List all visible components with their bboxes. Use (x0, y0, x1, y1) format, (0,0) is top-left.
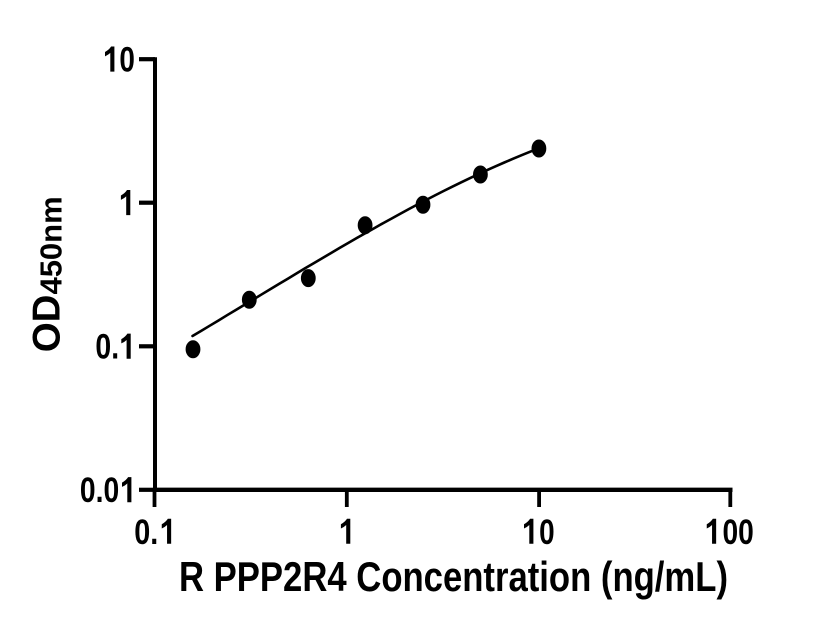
svg-text:OD450nm: OD450nm (26, 196, 69, 352)
svg-text:R PPP2R4 Concentration (ng/mL): R PPP2R4 Concentration (ng/mL) (179, 553, 728, 600)
